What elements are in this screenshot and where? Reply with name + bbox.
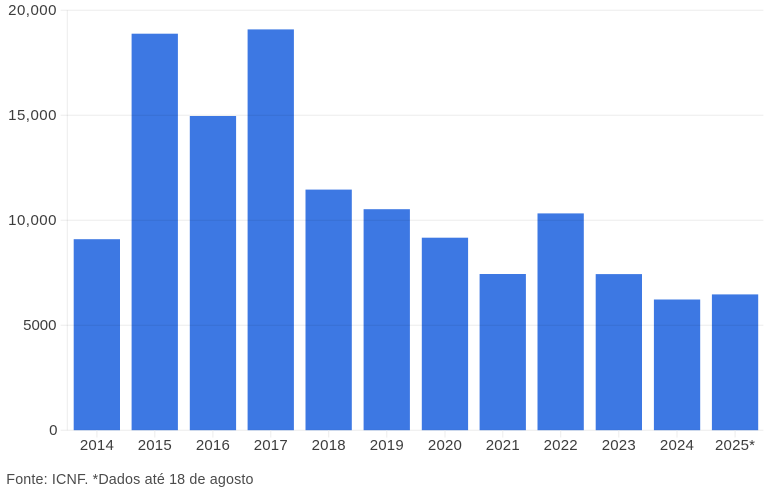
svg-text:0: 0	[49, 422, 58, 439]
svg-text:2021: 2021	[486, 437, 520, 454]
svg-text:5000: 5000	[23, 317, 56, 334]
svg-text:2022: 2022	[544, 437, 578, 454]
svg-text:2018: 2018	[312, 437, 346, 454]
svg-text:2016: 2016	[196, 437, 230, 454]
svg-text:20,000: 20,000	[8, 2, 57, 19]
svg-text:10,000: 10,000	[8, 212, 57, 229]
svg-text:2024: 2024	[660, 437, 694, 454]
svg-text:2017: 2017	[254, 437, 288, 454]
svg-text:2019: 2019	[370, 437, 404, 454]
svg-text:Fonte: ICNF. *Dados até 18 de: Fonte: ICNF. *Dados até 18 de agosto	[6, 472, 253, 488]
svg-text:15,000: 15,000	[8, 107, 57, 124]
svg-text:2023: 2023	[602, 437, 636, 454]
svg-text:2015: 2015	[138, 437, 172, 454]
svg-text:2025*: 2025*	[715, 437, 755, 454]
svg-text:2014: 2014	[80, 437, 114, 454]
svg-text:2020: 2020	[428, 437, 462, 454]
